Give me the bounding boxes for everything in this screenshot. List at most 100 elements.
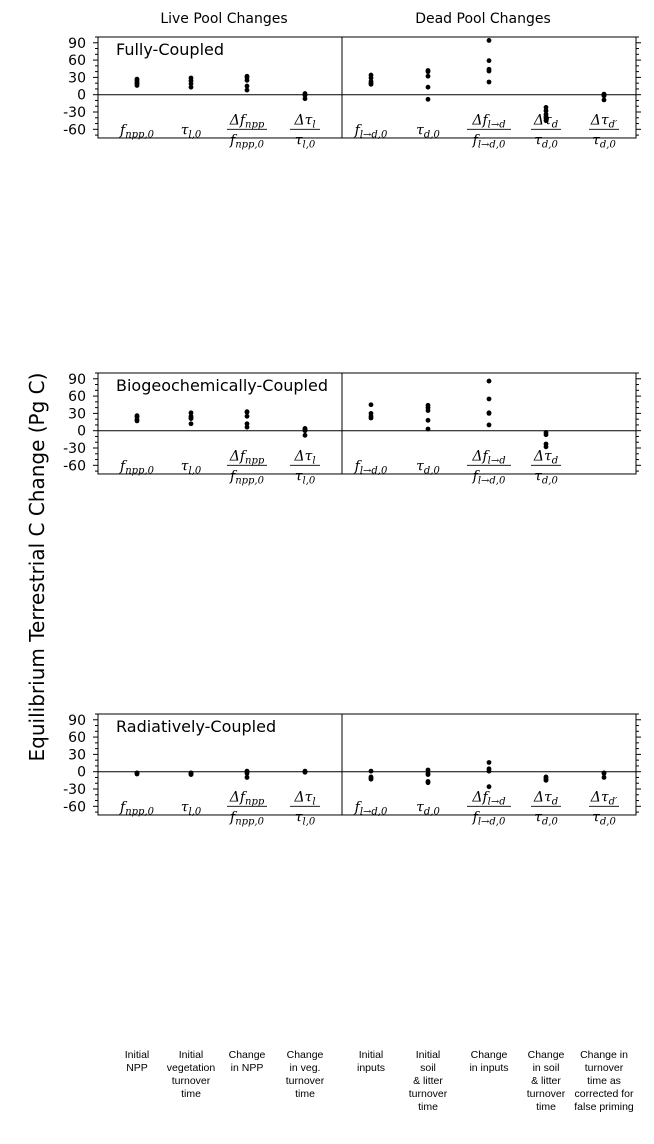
data-point xyxy=(486,79,492,85)
data-point xyxy=(486,760,492,765)
data-point xyxy=(368,768,374,774)
data-point xyxy=(368,402,374,408)
y-tick-label: 30 xyxy=(68,70,86,86)
y-tick-label: -30 xyxy=(63,105,86,121)
data-point xyxy=(425,96,431,102)
data-point xyxy=(188,772,194,777)
data-point xyxy=(188,421,194,427)
data-point xyxy=(368,81,374,87)
data-point xyxy=(244,77,250,83)
category-math-label: τl,0 xyxy=(295,132,316,150)
category-math-label: fl→d,0 xyxy=(472,809,506,827)
category-math-label: Δτd xyxy=(533,789,558,807)
data-point xyxy=(601,775,607,780)
data-point xyxy=(302,769,308,775)
y-tick-label: 90 xyxy=(68,372,86,388)
data-point xyxy=(134,418,140,424)
data-point xyxy=(244,421,250,427)
category-description: Change in veg. turnover time xyxy=(286,1049,325,1100)
panel-frame xyxy=(97,372,637,475)
data-point xyxy=(543,118,549,124)
category-math-label: Δτd′ xyxy=(590,112,618,130)
category-math-label: fnpp,0 xyxy=(119,799,155,817)
y-tick-label: -60 xyxy=(63,122,86,138)
category-math-label: τd,0 xyxy=(534,809,558,827)
data-point xyxy=(425,408,431,413)
category-math-label: Δτd xyxy=(533,448,558,466)
category-math-label: Δfl→d xyxy=(471,448,505,466)
data-point xyxy=(543,108,549,114)
data-point xyxy=(601,93,607,99)
category-math-label: τl,0 xyxy=(295,468,316,486)
panel-frame xyxy=(97,713,637,816)
data-point xyxy=(188,84,194,90)
data-point xyxy=(601,771,607,776)
category-math-label: τd,0 xyxy=(416,458,440,476)
category-math-label: Δfl→d xyxy=(471,112,505,130)
category-description: Change in inputs xyxy=(469,1049,508,1074)
data-point xyxy=(486,38,492,43)
category-math-label: τd,0 xyxy=(592,809,616,827)
data-point xyxy=(425,767,431,773)
data-point xyxy=(134,771,140,777)
category-descriptions: Initial NPP Initial vegetation turnover time C… xyxy=(125,1049,634,1113)
category-math-label: fnpp,0 xyxy=(229,809,265,827)
y-tick-label: -30 xyxy=(63,441,86,457)
y-tick-label: 30 xyxy=(68,406,86,422)
category-math-label: τl,0 xyxy=(181,458,202,476)
category-math-label: τd,0 xyxy=(592,132,616,150)
data-point xyxy=(486,784,492,790)
data-point xyxy=(244,424,250,430)
category-math-label: fl→d,0 xyxy=(354,458,388,476)
data-point xyxy=(601,97,607,103)
data-point xyxy=(302,428,308,434)
data-point xyxy=(486,768,492,774)
category-description: Initial soil & litter turnover time xyxy=(409,1049,448,1113)
data-point xyxy=(486,58,492,64)
data-point xyxy=(425,780,431,786)
y-tick-label: 0 xyxy=(77,88,86,104)
panel-title: Fully-Coupled xyxy=(116,40,224,59)
category-math-label: τl,0 xyxy=(181,122,202,140)
data-point xyxy=(244,83,250,89)
data-point xyxy=(244,775,250,780)
data-point xyxy=(543,444,549,450)
data-point xyxy=(244,87,250,93)
data-point xyxy=(486,410,492,416)
category-math-label: Δτd′ xyxy=(590,789,618,807)
y-tick-label: 90 xyxy=(68,713,86,729)
data-point xyxy=(244,413,250,419)
category-math-label: fl→d,0 xyxy=(472,132,506,150)
y-tick-label: 0 xyxy=(77,765,86,781)
data-point xyxy=(425,84,431,90)
category-math-label: τd,0 xyxy=(534,468,558,486)
category-description: Initial vegetation turnover time xyxy=(167,1049,216,1100)
category-math-label: fl→d,0 xyxy=(354,799,388,817)
data-point xyxy=(425,69,431,75)
y-tick-label: -60 xyxy=(63,799,86,815)
category-math-label: τd,0 xyxy=(416,799,440,817)
data-point xyxy=(425,73,431,79)
category-math-label: Δτl xyxy=(293,112,315,130)
category-math-label: Δfnpp xyxy=(229,789,265,807)
data-point xyxy=(244,771,250,776)
data-point xyxy=(188,81,194,87)
y-tick-label: 60 xyxy=(68,389,86,405)
category-math-label: fnpp,0 xyxy=(119,122,155,140)
data-point xyxy=(188,410,194,416)
category-math-label: Δfl→d xyxy=(471,789,505,807)
panel-title: Radiatively-Coupled xyxy=(116,717,276,736)
data-point xyxy=(543,432,549,438)
data-point xyxy=(368,75,374,81)
data-point xyxy=(368,415,374,421)
y-tick-label: 60 xyxy=(68,53,86,69)
column-title-live: Live Pool Changes xyxy=(160,11,287,27)
y-tick-label: -30 xyxy=(63,782,86,798)
data-point xyxy=(302,432,308,438)
category-math-label: fl→d,0 xyxy=(472,468,506,486)
